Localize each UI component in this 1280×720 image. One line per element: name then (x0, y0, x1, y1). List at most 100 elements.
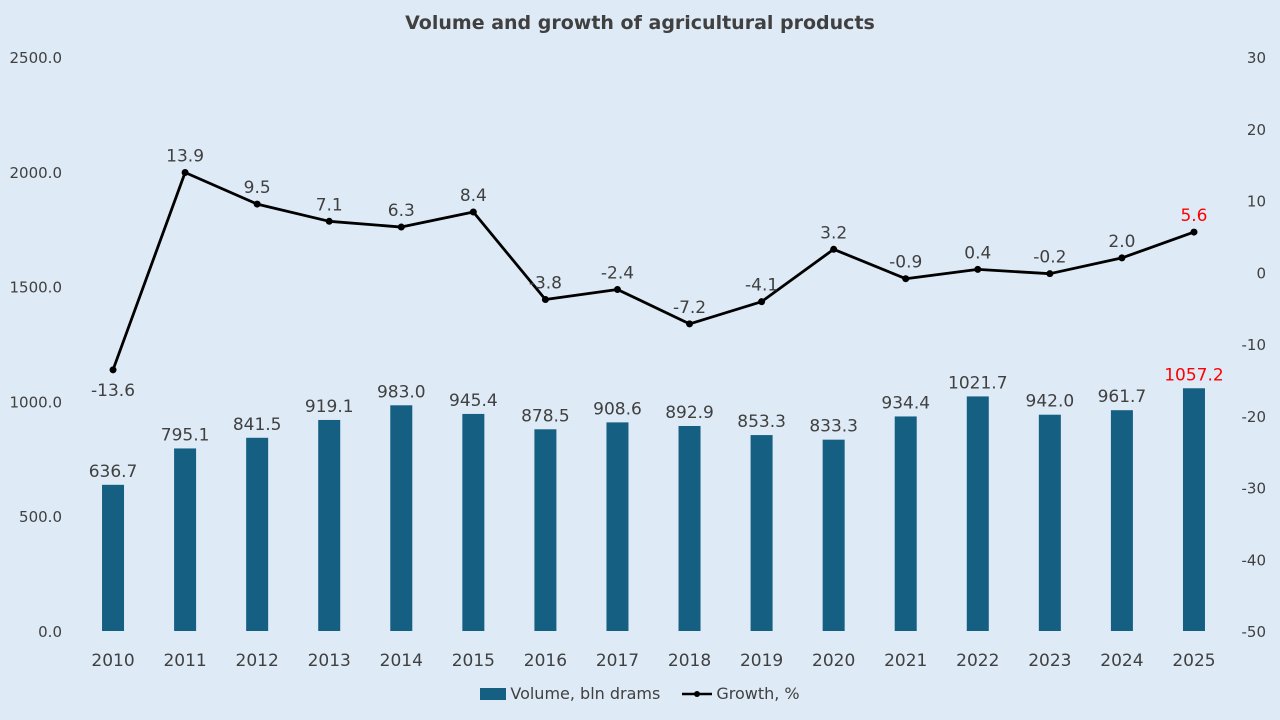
y-right-tick-label: 10 (1247, 193, 1266, 211)
y-right-tick-label: 30 (1247, 49, 1266, 67)
bar-value-label: 833.3 (809, 417, 858, 437)
y-right-tick-label: -10 (1242, 336, 1267, 354)
growth-value-label: -3.8 (529, 274, 562, 294)
legend-swatch-volume (480, 687, 507, 700)
growth-value-label: 7.1 (316, 195, 343, 215)
legend-item-volume: Volume, bln drams (480, 684, 660, 703)
bar-value-label: 942.0 (1026, 392, 1075, 412)
y-left-tick-label: 2500.0 (10, 49, 63, 67)
growth-value-label: -13.6 (91, 381, 135, 401)
bar-2025 (1182, 388, 1205, 631)
x-tick-label: 2013 (308, 651, 351, 671)
growth-point-2012 (253, 200, 261, 208)
x-tick-label: 2011 (163, 651, 206, 671)
bar-2015 (462, 413, 485, 631)
x-tick-label: 2012 (236, 651, 279, 671)
growth-value-label: -0.9 (889, 253, 922, 273)
bar-value-label: 961.7 (1098, 387, 1147, 407)
legend-label-volume: Volume, bln drams (510, 684, 661, 703)
y-left-tick-label: 0.0 (38, 623, 62, 641)
growth-point-2014 (397, 223, 405, 231)
bar-value-label: 1021.7 (948, 373, 1007, 393)
bar-value-label: 1057.2 (1164, 365, 1223, 385)
growth-point-2020 (830, 245, 838, 253)
bar-2020 (822, 439, 845, 631)
growth-point-2022 (974, 265, 982, 273)
bar-value-label: 934.4 (881, 393, 930, 413)
growth-value-label: 13.9 (166, 147, 204, 167)
bar-2011 (174, 448, 197, 631)
x-tick-label: 2024 (1100, 651, 1143, 671)
growth-value-label: 2.0 (1108, 232, 1135, 252)
growth-value-label: -4.1 (745, 276, 778, 296)
bar-value-label: 636.7 (89, 462, 138, 482)
bar-2012 (246, 437, 269, 631)
growth-point-2017 (613, 285, 621, 293)
bar-value-label: 983.0 (377, 382, 426, 402)
y-right-tick-label: -50 (1242, 623, 1267, 641)
growth-point-2018 (686, 320, 694, 328)
x-tick-label: 2022 (956, 651, 999, 671)
legend-swatch-growth (682, 690, 713, 697)
bar-2024 (1110, 410, 1133, 631)
bar-2019 (750, 435, 773, 631)
x-tick-label: 2015 (452, 651, 495, 671)
bar-2013 (318, 419, 341, 631)
bar-2018 (678, 425, 701, 631)
growth-point-2015 (469, 208, 477, 216)
growth-point-2011 (181, 169, 189, 177)
growth-point-2021 (902, 275, 910, 283)
y-left-tick-label: 1000.0 (10, 393, 63, 411)
x-tick-label: 2010 (91, 651, 134, 671)
x-tick-label: 2014 (380, 651, 423, 671)
bar-value-label: 892.9 (665, 403, 714, 423)
bar-2021 (894, 416, 917, 631)
growth-value-label: -0.2 (1033, 248, 1066, 268)
growth-point-2025 (1190, 228, 1198, 236)
y-right-tick-label: 0 (1256, 264, 1266, 282)
x-tick-label: 2016 (524, 651, 567, 671)
bar-value-label: 853.3 (737, 412, 786, 432)
growth-value-label: 6.3 (388, 201, 415, 221)
bar-2022 (966, 396, 989, 631)
growth-point-2010 (109, 366, 117, 374)
bar-value-label: 919.1 (305, 397, 354, 417)
bar-2014 (390, 405, 413, 631)
y-left-tick-label: 1500.0 (10, 279, 63, 297)
growth-value-label: -2.4 (601, 263, 634, 283)
bar-value-label: 908.6 (593, 399, 642, 419)
x-tick-label: 2017 (596, 651, 639, 671)
y-right-tick-label: -20 (1242, 408, 1267, 426)
growth-value-label: 3.2 (820, 223, 847, 243)
bar-value-label: 945.4 (449, 391, 498, 411)
x-tick-label: 2020 (812, 651, 855, 671)
x-tick-label: 2021 (884, 651, 927, 671)
y-left-tick-label: 500.0 (19, 508, 62, 526)
bar-2010 (102, 484, 125, 631)
y-left-tick-label: 2000.0 (10, 164, 63, 182)
growth-point-2016 (541, 296, 549, 304)
growth-point-2019 (758, 298, 766, 306)
bar-value-label: 795.1 (161, 425, 210, 445)
growth-value-label: 8.4 (460, 186, 487, 206)
growth-value-label: 5.6 (1180, 206, 1207, 226)
y-right-tick-label: -40 (1242, 551, 1267, 569)
bar-2023 (1038, 414, 1061, 631)
growth-value-label: 9.5 (244, 178, 271, 198)
bar-2016 (534, 429, 557, 631)
chart-title: Volume and growth of agricultural produc… (405, 12, 875, 34)
growth-point-2024 (1118, 254, 1126, 262)
growth-value-label: 0.4 (964, 243, 991, 263)
legend: Volume, bln drams Growth, % (0, 684, 1280, 703)
legend-label-growth: Growth, % (716, 684, 800, 703)
growth-value-label: -7.2 (673, 298, 706, 318)
y-right-tick-label: 20 (1247, 121, 1266, 139)
x-tick-label: 2025 (1172, 651, 1215, 671)
legend-item-growth: Growth, % (682, 684, 800, 703)
y-right-tick-label: -30 (1242, 480, 1267, 498)
growth-point-2023 (1046, 270, 1054, 278)
bar-2017 (606, 422, 629, 631)
growth-line (111, 171, 1195, 371)
x-tick-label: 2019 (740, 651, 783, 671)
